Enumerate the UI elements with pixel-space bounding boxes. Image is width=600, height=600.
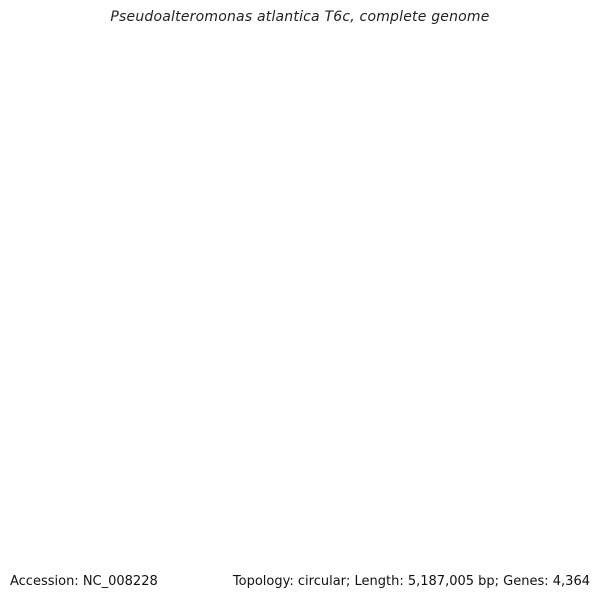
map-title: Pseudoalteromonas atlantica T6c, complet… (110, 9, 490, 25)
accession-label: Accession: NC_008228 (10, 574, 158, 589)
genome-summary: Topology: circular; Length: 5,187,005 bp… (232, 574, 590, 589)
